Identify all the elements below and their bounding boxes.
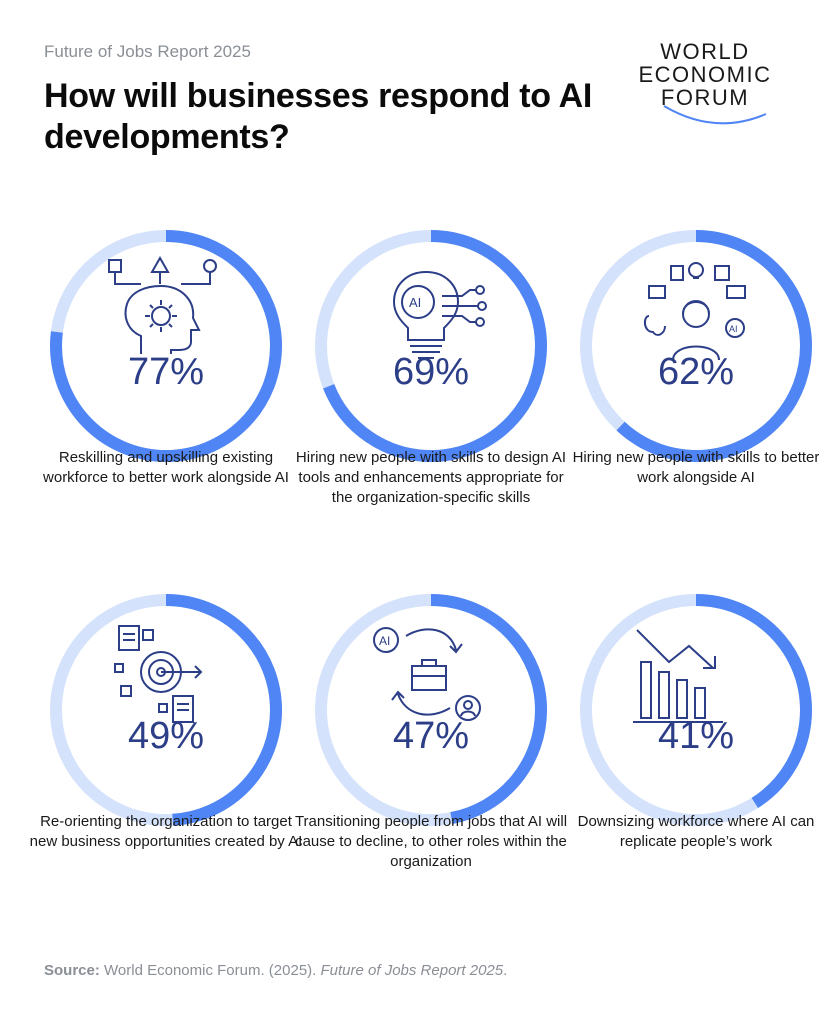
logo-arc-icon bbox=[663, 105, 767, 125]
ring-value-arc bbox=[315, 230, 547, 462]
ai-lightbulb-icon: AI bbox=[392, 270, 487, 359]
stat-card-6: 41% Downsizing workforce where AI can re… bbox=[576, 590, 816, 950]
ring-value-arc bbox=[50, 594, 282, 826]
target-documents-icon bbox=[114, 625, 203, 723]
stat-card-3: AI 62% Hiring new people with skills to … bbox=[573, 226, 819, 586]
stat-label: Reskilling and upskilling existing workf… bbox=[43, 449, 289, 486]
ring-value-arc bbox=[50, 230, 282, 462]
svg-text:AI: AI bbox=[379, 634, 390, 648]
stat-label: Hiring new people with skills to design … bbox=[295, 449, 567, 506]
report-subtitle: Future of Jobs Report 2025 bbox=[44, 42, 251, 61]
stat-label: Downsizing workforce where AI can replic… bbox=[577, 813, 815, 850]
stat-percentage: 69% bbox=[392, 351, 470, 393]
donut-ring bbox=[580, 230, 812, 462]
ring-value-arc bbox=[580, 594, 812, 826]
stat-card-1: 77% Reskilling and upskilling existing w… bbox=[43, 226, 289, 586]
svg-text:AI: AI bbox=[729, 324, 738, 334]
ring-value-arc bbox=[580, 230, 812, 462]
job-transition-icon: AI bbox=[373, 627, 481, 721]
stat-card-5: AI 47% Transitioning people from jobs th… bbox=[295, 590, 567, 950]
source-note: Source: World Economic Forum. (2025). Fu… bbox=[44, 962, 507, 979]
stat-percentage: 41% bbox=[657, 715, 735, 757]
source-prefix: Source: bbox=[44, 962, 100, 979]
wef-logo: WORLD ECONOMIC FORUM bbox=[620, 40, 790, 140]
donut-ring bbox=[50, 594, 282, 826]
donut-ring bbox=[315, 230, 547, 462]
head-gear-icon bbox=[108, 256, 217, 354]
logo-line-1: WORLD bbox=[660, 39, 750, 64]
stat-label: Re-orienting the organization to target … bbox=[29, 813, 303, 850]
donut-ring bbox=[580, 594, 812, 826]
stat-card-4: 49% Re-orienting the organization to tar… bbox=[30, 590, 302, 950]
svg-text:AI: AI bbox=[409, 295, 421, 310]
stat-label: Transitioning people from jobs that AI w… bbox=[294, 813, 568, 870]
logo-line-2: ECONOMIC bbox=[638, 62, 772, 87]
person-ai-tools-icon: AI bbox=[643, 262, 746, 361]
stat-percentage: 77% bbox=[127, 351, 205, 393]
source-suffix: . bbox=[503, 962, 508, 979]
stat-percentage: 47% bbox=[392, 715, 470, 757]
source-text: World Economic Forum. (2025). bbox=[99, 962, 321, 979]
source-italic: Future of Jobs Report 2025 bbox=[320, 962, 504, 979]
page-title: How will businesses respond to AI develo… bbox=[44, 77, 593, 156]
stat-percentage: 62% bbox=[657, 351, 735, 393]
stat-percentage: 49% bbox=[127, 715, 205, 757]
donut-ring bbox=[50, 230, 282, 462]
declining-bars-icon bbox=[633, 629, 723, 723]
logo-line-3: FORUM bbox=[660, 85, 750, 110]
stat-label: Hiring new people with skills to better … bbox=[572, 449, 819, 486]
ring-value-arc bbox=[315, 594, 547, 826]
donut-ring bbox=[315, 594, 547, 826]
stat-card-2: AI 69% Hiring new people with skills to … bbox=[296, 226, 566, 586]
